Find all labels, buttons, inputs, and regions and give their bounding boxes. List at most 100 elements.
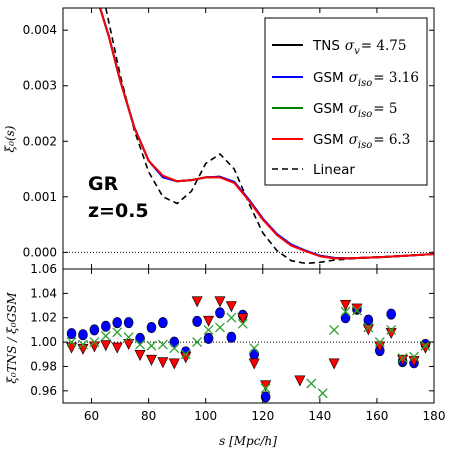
bottom-xtick-label-5: 160	[365, 409, 388, 423]
marker-x-28	[420, 340, 431, 351]
marker-x-24	[374, 337, 385, 348]
marker-x-13	[215, 322, 225, 333]
marker-x-19	[317, 388, 328, 399]
marker-triangle-15	[237, 313, 249, 325]
marker-circle-3	[101, 320, 111, 332]
marker-x-11	[192, 337, 203, 348]
marker-circle-14	[226, 331, 237, 343]
marker-x-26	[397, 352, 408, 363]
legend-label-4: Linear	[313, 162, 355, 178]
bottom-xtick-label-6: 180	[423, 409, 446, 423]
marker-triangle-4	[111, 342, 123, 354]
bottom-xtick-label-2: 100	[194, 409, 217, 423]
marker-triangle-18	[294, 375, 306, 387]
marker-x-4	[112, 327, 123, 338]
bottom-ylabel: ξ₀TNS / ξ₀GSM	[5, 292, 19, 384]
bottom-ytick-label-1: 0.98	[30, 359, 57, 373]
marker-x-14	[226, 312, 237, 323]
bottom-xtick-label-4: 140	[308, 409, 331, 423]
marker-triangle-6	[134, 349, 146, 361]
marker-x-20	[329, 324, 340, 335]
marker-x-15	[237, 318, 248, 329]
bottom-ytick-label-5: 1.06	[30, 262, 57, 276]
legend-label-2: GSM σiso= 5	[313, 101, 397, 120]
top-series-line-3	[99, 8, 434, 260]
marker-circle-1	[78, 329, 88, 341]
marker-x-0	[66, 337, 77, 348]
marker-x-8	[157, 339, 168, 350]
marker-x-12	[203, 324, 214, 335]
marker-triangle-5	[123, 339, 135, 350]
bottom-xtick-label-1: 80	[141, 409, 156, 423]
marker-circle-0	[66, 328, 77, 340]
marker-x-6	[135, 339, 146, 350]
marker-x-23	[363, 322, 374, 333]
marker-circle-8	[158, 317, 168, 329]
bottom-ytick-label-3: 1.02	[30, 311, 57, 325]
annotation-line-2: z=0.5	[88, 200, 149, 222]
legend-label-3: GSM σiso= 6.3	[313, 132, 410, 151]
marker-circle-2	[89, 324, 100, 336]
bottom-xtick-label-0: 60	[84, 409, 99, 423]
marker-triangle-19	[328, 358, 340, 370]
marker-x-16	[249, 343, 260, 354]
marker-x-21	[340, 306, 351, 317]
marker-x-7	[146, 340, 157, 351]
marker-triangle-12	[203, 315, 215, 327]
marker-circle-5	[123, 317, 134, 329]
top-ytick-label-1: 0.001	[23, 190, 57, 204]
bottom-ytick-label-4: 1.04	[30, 286, 57, 300]
top-panel: 0.000 0.001 0.002 0.003 0.004 ξ₀(s) GR z=0.5…	[3, 7, 435, 270]
marker-x-3	[100, 331, 111, 341]
marker-triangle-10	[180, 352, 192, 364]
bottom-ytick-label-2: 1.00	[30, 335, 57, 349]
marker-circle-12	[203, 332, 214, 344]
marker-x-18	[306, 378, 317, 389]
bottom-ticks: 0.96 0.98 1.00 1.02 1.04 1.06 60 80 100 120 140 160…	[30, 262, 445, 423]
marker-triangle-11	[191, 296, 203, 308]
marker-triangle-9	[168, 358, 180, 370]
marker-triangle-21	[351, 303, 363, 315]
marker-triangle-8	[157, 357, 169, 369]
annotation-line-1: GR	[88, 173, 119, 195]
marker-circle-4	[112, 317, 123, 329]
marker-x-9	[169, 343, 180, 354]
bottom-panel: 0.96 0.98 1.00 1.02 1.04 1.06 60 80 100 120 140 160…	[5, 262, 445, 448]
marker-x-22	[351, 305, 362, 316]
top-ytick-label-4: 0.004	[23, 23, 57, 37]
marker-triangle-13	[214, 296, 226, 308]
top-ytick-label-3: 0.003	[23, 79, 57, 93]
legend: TNS σv= 4.75 GSM σiso= 3.16 GSM σiso= 5 GSM σis…	[264, 17, 428, 186]
bottom-axes-frame	[62, 268, 435, 404]
top-ytick-label-0: 0.000	[23, 245, 57, 259]
legend-label-0: TNS σv= 4.75	[312, 38, 406, 57]
marker-triangle-16	[248, 358, 260, 370]
marker-x-2	[89, 337, 100, 348]
marker-x-25	[386, 324, 397, 335]
marker-circle-11	[192, 315, 202, 327]
marker-triangle-7	[145, 354, 157, 366]
bottom-series-markers	[63, 296, 434, 403]
marker-circle-22	[386, 308, 396, 320]
marker-x-27	[409, 351, 419, 362]
marker-x-5	[123, 332, 134, 343]
marker-triangle-20	[340, 300, 352, 311]
top-ytick-label-2: 0.002	[23, 134, 57, 148]
marker-x-10	[180, 349, 191, 360]
top-ylabel: ξ₀(s)	[3, 125, 17, 152]
marker-x-17	[260, 383, 271, 394]
marker-circle-7	[146, 321, 157, 333]
marker-triangle-24	[385, 328, 397, 340]
bottom-ytick-label-0: 0.96	[30, 384, 57, 398]
top-ticks: 0.000 0.001 0.002 0.003 0.004	[23, 8, 435, 269]
bottom-xlabel: s [Mpc/h]	[219, 434, 277, 448]
marker-triangle-14	[225, 301, 237, 313]
marker-x-1	[78, 339, 88, 350]
marker-circle-13	[215, 307, 225, 319]
marker-triangle-3	[100, 340, 112, 352]
marker-circle-17	[260, 391, 271, 403]
bottom-xtick-label-3: 120	[251, 409, 274, 423]
legend-label-1: GSM σiso= 3.16	[313, 70, 419, 89]
top-series-lines	[63, 8, 434, 265]
